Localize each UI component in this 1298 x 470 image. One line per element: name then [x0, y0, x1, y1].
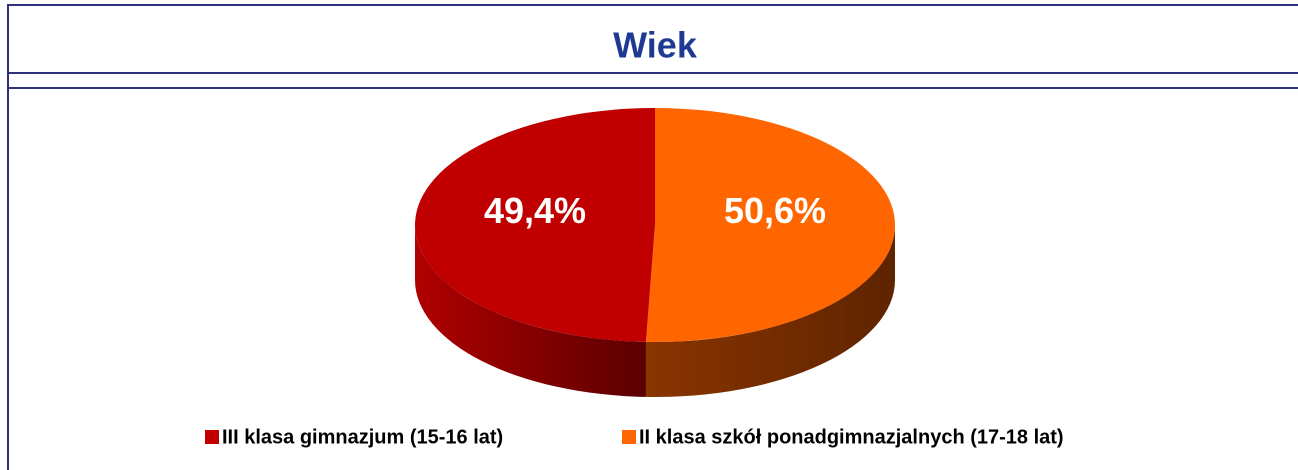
legend-swatch [205, 430, 219, 444]
legend-swatch [622, 430, 636, 444]
data-label: 50,6% [724, 190, 826, 231]
pie-slice [414, 108, 655, 342]
chart-title: Wiek [613, 25, 698, 66]
data-label: 49,4% [484, 190, 586, 231]
frame [7, 4, 1298, 470]
pie-side [645, 225, 895, 397]
legend-label: III klasa gimnazjum (15-16 lat) [222, 426, 503, 448]
legend-label: II klasa szkół ponadgimnazjalnych (17-18… [639, 426, 1064, 448]
pie-slice [645, 108, 895, 342]
pie-side [415, 225, 646, 397]
